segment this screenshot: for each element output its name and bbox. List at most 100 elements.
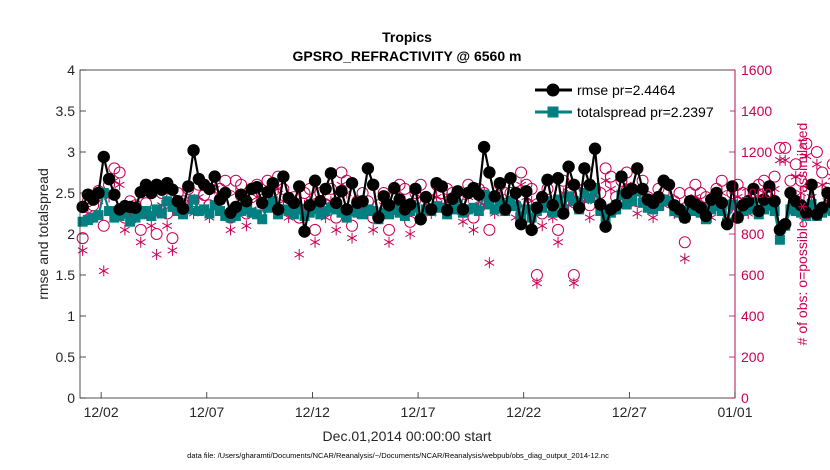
totalspread-point: [199, 204, 210, 215]
totalspread-point: [706, 204, 717, 215]
rmse-point: [372, 211, 385, 224]
assimilated-obs-point: [774, 154, 785, 166]
chart-title: Tropics: [382, 29, 432, 45]
totalspread-point: [257, 214, 268, 225]
possible-obs-point: [113, 166, 126, 179]
totalspread-point: [806, 199, 817, 210]
x-tick-label: 12/17: [401, 404, 436, 420]
rmse-point: [742, 195, 755, 208]
rmse-point: [483, 166, 496, 179]
rmse-point: [382, 199, 396, 212]
x-axis-label: Dec.01,2014 00:00:00 start: [323, 428, 492, 444]
x-tick-label: 01/01: [717, 404, 752, 420]
assimilated-obs-point: [679, 253, 690, 265]
totalspread-point: [595, 206, 606, 217]
rmse-point: [599, 220, 612, 233]
totalspread-point: [325, 202, 336, 213]
rmse-point: [308, 174, 322, 187]
totalspread-point: [204, 208, 215, 219]
rmse-point: [240, 195, 253, 208]
possible-obs-point: [383, 223, 396, 236]
totalspread-point: [505, 196, 516, 207]
assimilated-obs-point: [600, 175, 611, 187]
possible-obs-point: [715, 174, 728, 187]
rmse-point: [324, 167, 338, 180]
y-right-tick-label: 1400: [741, 103, 772, 119]
assimilated-obs-point: [537, 220, 548, 232]
totalspread-point: [362, 204, 373, 215]
y-left-tick-label: 4: [67, 62, 75, 78]
rmse-point: [388, 181, 401, 195]
possible-obs-point: [816, 166, 829, 179]
rmse-point: [219, 186, 232, 200]
rmse-point: [488, 190, 501, 203]
y-left-tick-label: 3.5: [56, 103, 76, 119]
totalspread-point: [246, 207, 257, 218]
totalspread-point: [77, 216, 88, 227]
totalspread-point: [452, 199, 463, 210]
rmse-point: [393, 193, 406, 206]
totalspread-point: [590, 183, 601, 194]
assimilated-obs-point: [780, 154, 791, 166]
y-axis-label-right: # of obs: o=possible; ∗=assimilated: [794, 123, 810, 346]
legend: rmse pr=2.4464 totalspread pr=2.2397: [530, 76, 730, 124]
totalspread-point: [626, 196, 637, 207]
rmse-point: [477, 140, 491, 154]
rmse-point: [631, 162, 644, 175]
rmse-point: [129, 201, 142, 214]
y-axis-label-left: rmse and totalspread: [35, 168, 51, 300]
rmse-point: [530, 201, 544, 214]
assimilated-obs-point: [241, 220, 252, 232]
rmse-point: [340, 203, 353, 216]
totalspread-point: [600, 212, 611, 223]
rmse-point: [625, 182, 639, 196]
rmse-point: [419, 190, 433, 204]
rmse-point: [102, 172, 116, 186]
assimilated-obs-point: [167, 244, 178, 256]
rmse-point: [747, 182, 760, 196]
plot-area: [80, 70, 735, 398]
rmse-point: [266, 176, 280, 190]
totalspread-point: [320, 206, 331, 217]
rmse-point: [715, 196, 728, 210]
rmse-series: [76, 140, 830, 238]
totalspread-point: [568, 196, 579, 207]
assimilated-obs-point: [119, 224, 130, 236]
totalspread-point: [167, 201, 178, 212]
rmse-point: [520, 185, 533, 198]
rmse-point: [768, 195, 781, 208]
totalspread-point: [109, 212, 120, 223]
totalspread-point: [716, 206, 727, 217]
totalspread-point: [743, 204, 754, 215]
totalspread-point: [193, 206, 204, 217]
assimilated-obs-point: [811, 158, 822, 170]
rmse-point: [652, 190, 665, 204]
totalspread-point: [130, 212, 141, 223]
chart-subtitle: GPSRO_REFRACTIVITY @ 6560 m: [293, 48, 522, 64]
totalspread-point: [220, 210, 231, 221]
x-tick-label: 12/07: [189, 404, 224, 420]
rmse-point: [541, 173, 554, 187]
totalspread-point: [357, 209, 368, 220]
totalspread-point: [299, 210, 310, 221]
assimilated-obs-point: [531, 277, 542, 289]
possible-obs-point: [166, 232, 179, 245]
assimilated-obs-point: [162, 220, 173, 232]
rmse-point: [472, 188, 486, 201]
rmse-point: [821, 186, 830, 200]
totalspread-point: [489, 204, 500, 215]
rmse-point: [92, 186, 105, 200]
possible-obs-point: [150, 228, 163, 240]
rmse-point: [229, 200, 243, 214]
totalspread-point: [119, 208, 130, 219]
assimilated-obs-point: [796, 187, 807, 199]
assimilated-obs-point: [568, 277, 579, 289]
rmse-point: [414, 213, 427, 226]
rmse-point: [108, 188, 121, 201]
totalspread-point: [494, 197, 505, 208]
totalspread-point: [352, 207, 363, 218]
totalspread-point: [214, 206, 225, 217]
y-right-tick-label: 200: [741, 349, 765, 365]
totalspread-point: [785, 204, 796, 215]
totalspread-point: [262, 202, 273, 213]
